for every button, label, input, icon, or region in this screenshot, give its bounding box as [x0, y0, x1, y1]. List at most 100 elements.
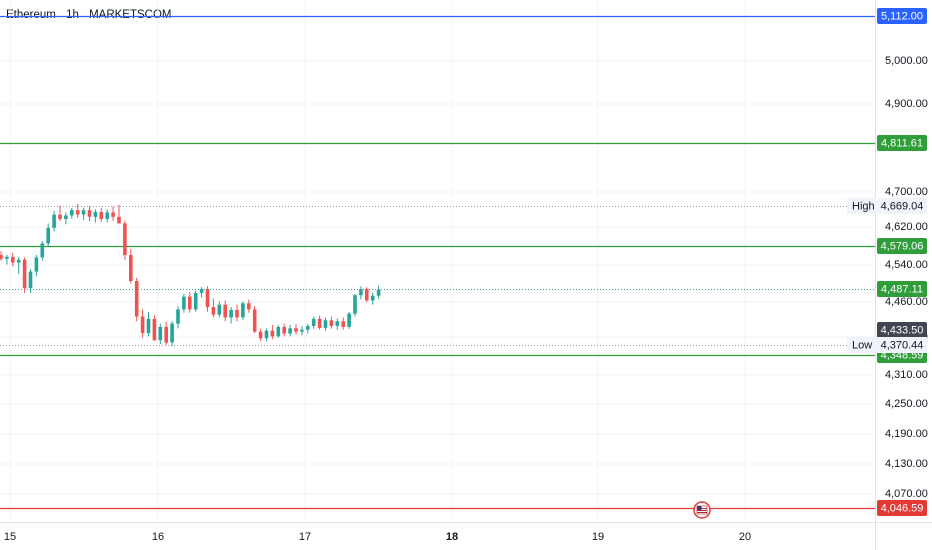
candle: [134, 281, 139, 317]
candle: [164, 326, 168, 343]
candle: [282, 326, 286, 334]
high-marker-value: 4,669.04: [881, 200, 924, 212]
candle: [22, 259, 27, 289]
candle: [205, 289, 210, 308]
time-axis-tick-label: 19: [592, 531, 604, 543]
high-marker-bg: [847, 198, 927, 214]
candle: [99, 211, 104, 220]
candle: [16, 259, 21, 263]
candle: [235, 309, 239, 318]
price-axis-tick-label: 4,190.00: [885, 428, 928, 440]
current-price-badge: [877, 281, 927, 297]
resistance-1-badge: [877, 238, 927, 254]
candle: [58, 214, 62, 220]
candle: [28, 271, 33, 289]
candle: [217, 304, 222, 315]
candle: [341, 321, 345, 327]
candle: [182, 296, 186, 310]
time-axis-tick-label: 17: [299, 531, 311, 543]
low-marker-tag: Low: [852, 339, 872, 351]
candle: [176, 309, 180, 324]
candle: [359, 289, 363, 296]
candle: [81, 210, 86, 215]
candle: [93, 211, 98, 217]
data-source-label: MARKETSCOM: [89, 9, 172, 21]
candle: [288, 328, 292, 334]
candle: [188, 296, 192, 310]
candle: [140, 316, 145, 334]
candle: [11, 256, 15, 263]
support-bottom-badge: [877, 500, 927, 516]
candle: [46, 227, 50, 244]
candle: [87, 210, 92, 217]
candle: [117, 216, 121, 224]
candle: [64, 215, 68, 220]
resistance-1-badge-label: 4,579.06: [881, 240, 924, 252]
candle: [370, 295, 375, 301]
time-axis-tick-label: 15: [4, 531, 16, 543]
candle: [365, 289, 369, 301]
candle: [335, 321, 340, 326]
price-axis-tick-label: 4,310.00: [885, 369, 928, 381]
candle: [146, 318, 151, 334]
price-axis-tick-label: 4,070.00: [885, 488, 928, 500]
candle: [294, 328, 298, 332]
low-marker-value: 4,370.44: [881, 339, 924, 351]
resistance-top-badge: [877, 8, 927, 24]
candle: [306, 325, 310, 330]
candle: [75, 210, 80, 215]
resistance-top-badge-label: 5,112.00: [881, 10, 923, 22]
candle: [276, 326, 281, 337]
candle: [317, 318, 322, 328]
price-axis-tick-label: 4,620.00: [885, 221, 928, 233]
candle: [252, 309, 257, 332]
candle: [347, 313, 351, 327]
candle: [34, 257, 39, 272]
price-axis-tick-label: 4,700.00: [885, 186, 928, 198]
resistance-2-badge: [877, 135, 927, 151]
high-marker-tag: High: [852, 200, 875, 212]
candle: [123, 223, 127, 256]
candle: [52, 214, 56, 228]
candle: [223, 304, 227, 318]
candle: [353, 295, 357, 314]
candle: [247, 303, 251, 310]
candle: [193, 292, 198, 310]
candle: [323, 320, 328, 328]
candle: [5, 256, 9, 259]
price-axis-tick-label: 4,130.00: [885, 458, 928, 470]
current-price-badge-label: 4,487.11: [881, 283, 923, 295]
candle: [170, 323, 174, 343]
candle: [152, 318, 157, 341]
candle: [329, 320, 334, 326]
candle: [129, 255, 133, 282]
candle: [158, 326, 163, 341]
resistance-2-badge-label: 4,811.61: [881, 137, 923, 149]
last-price-badge-label: 4,433.50: [881, 324, 924, 336]
candle: [111, 212, 115, 217]
symbol-header[interactable]: Ethereum 1h MARKETSCOM: [6, 9, 178, 21]
price-axis-tick-label: 4,900.00: [885, 98, 928, 110]
price-axis-tick-label: 4,250.00: [885, 398, 928, 410]
candle: [229, 309, 233, 318]
low-marker-bg: [847, 337, 927, 353]
candle: [241, 303, 245, 318]
candle: [40, 243, 45, 258]
candle: [311, 318, 316, 326]
price-axis-tick-label: 4,460.00: [885, 296, 928, 308]
candle: [376, 289, 381, 296]
candle: [105, 212, 109, 220]
interval-label: 1h: [66, 9, 79, 21]
time-axis-tick-label: 16: [152, 531, 164, 543]
last-price-badge: [877, 322, 927, 338]
candle: [0, 255, 3, 259]
candle: [264, 330, 269, 339]
support-bottom-badge-label: 4,046.59: [881, 502, 924, 514]
candle: [211, 307, 216, 315]
candle: [258, 331, 263, 339]
candle: [300, 329, 304, 332]
candle: [70, 210, 74, 216]
candle: [270, 330, 275, 337]
us-flag-canton: [697, 506, 702, 510]
